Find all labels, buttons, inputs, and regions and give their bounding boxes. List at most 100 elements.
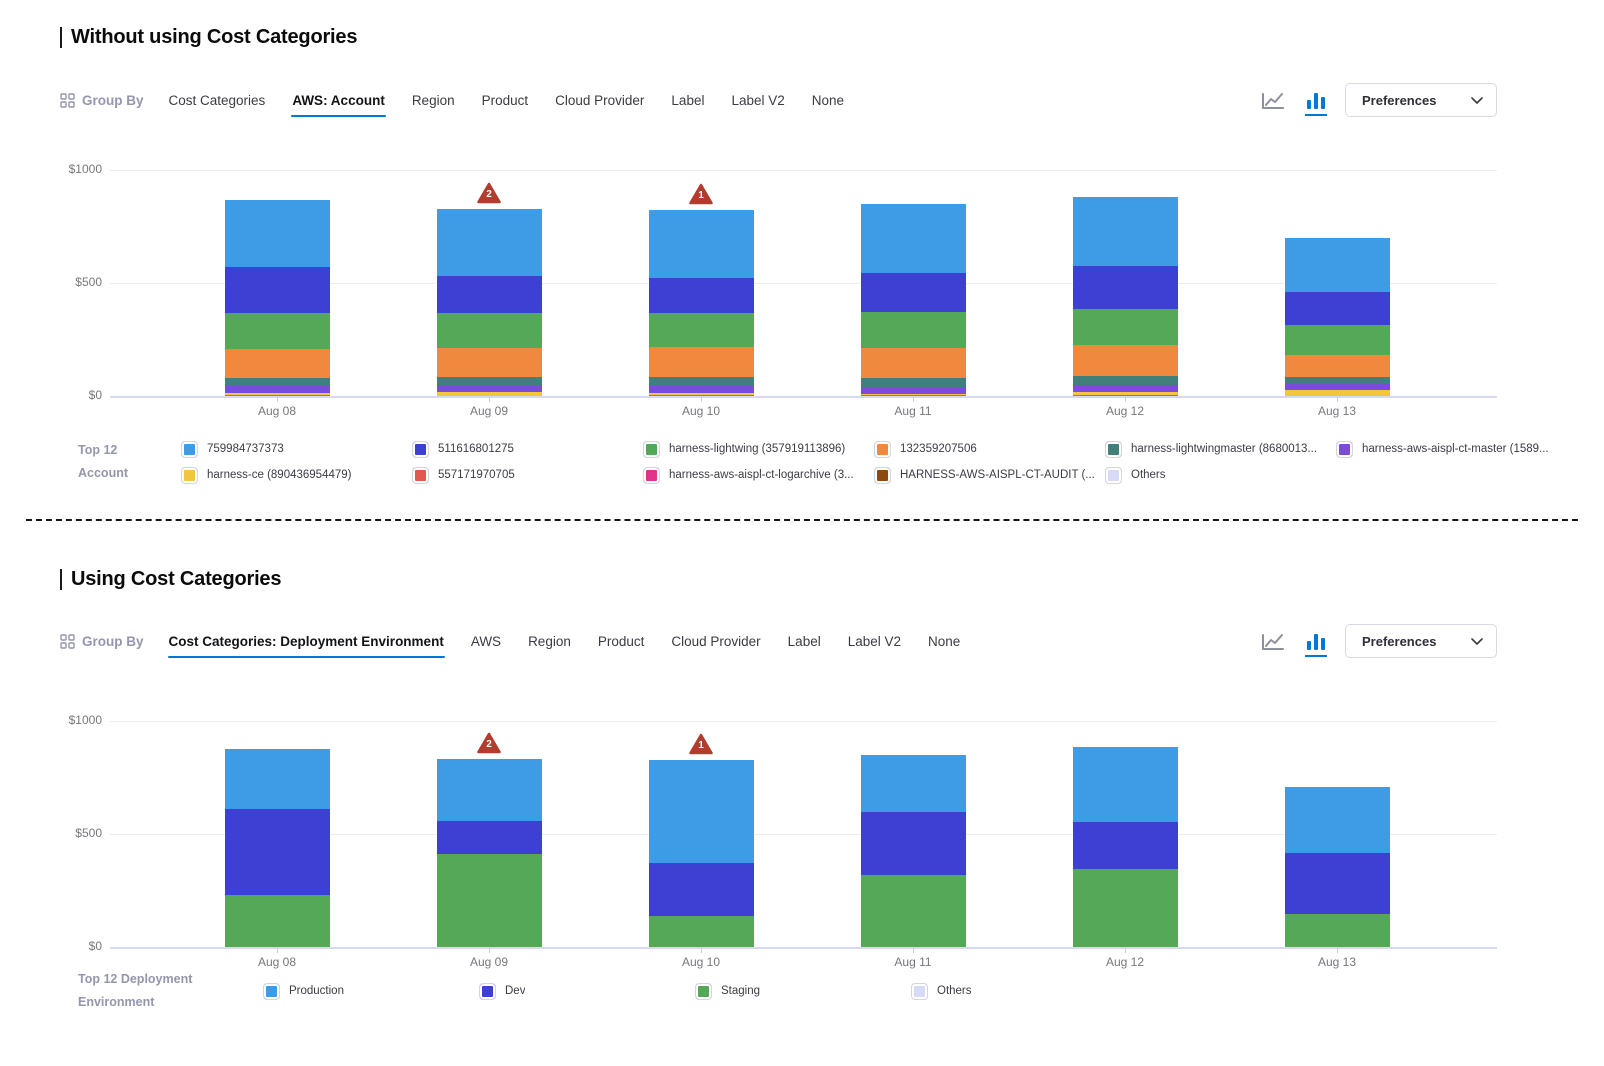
bar-segment-759984737373[interactable]: [648, 210, 754, 278]
bar-segment-staging[interactable]: [648, 916, 754, 947]
bar-segment-dev[interactable]: [1072, 822, 1178, 870]
bar-segment-staging[interactable]: [1072, 869, 1178, 947]
legend-item-staging[interactable]: Staging: [695, 982, 911, 1000]
bar-segment-132359207506[interactable]: [860, 348, 966, 379]
bar-segment-harness-lightwing-357919113896[interactable]: [860, 312, 966, 349]
bar-segment-harness-ce-890436954479[interactable]: [1072, 392, 1178, 395]
legend-item-production[interactable]: Production: [263, 982, 479, 1000]
line-chart-icon[interactable]: [1259, 91, 1287, 110]
tab-region[interactable]: Region: [411, 92, 455, 108]
legend-item-557171970705[interactable]: 557171970705: [412, 466, 643, 484]
tab-label[interactable]: Label: [787, 633, 821, 649]
bar-segment-557171970705[interactable]: [224, 394, 330, 396]
bar-segment-harness-ce-890436954479[interactable]: [648, 392, 754, 395]
bar-segment-harness-lightwing-357919113896[interactable]: [648, 312, 754, 347]
bar-segment-harness-lightwing-357919113896[interactable]: [436, 312, 542, 348]
line-chart-icon[interactable]: [1259, 632, 1287, 651]
preferences-button[interactable]: Preferences: [1345, 83, 1497, 117]
bar-segment-132359207506[interactable]: [648, 346, 754, 378]
bar-segment-511616801275[interactable]: [1284, 292, 1390, 326]
bar-segment-harness-lightwing-357919113896[interactable]: [1072, 309, 1178, 346]
tab-none[interactable]: None: [811, 92, 845, 108]
tab-aws-account[interactable]: AWS: Account: [291, 92, 386, 117]
legend-item-harness-lightwing-357919113896[interactable]: harness-lightwing (357919113896): [643, 440, 874, 458]
bar-segment-132359207506[interactable]: [436, 347, 542, 378]
tab-none[interactable]: None: [928, 633, 961, 649]
bar-segment-production[interactable]: [224, 749, 330, 810]
bar-segment-dev[interactable]: [436, 821, 542, 854]
legend-item-harness-aws-aispl-ct-master-1589[interactable]: harness-aws-aispl-ct-master (1589...: [1336, 440, 1567, 458]
tab-cost-categories[interactable]: Cost Categories: [168, 92, 266, 108]
legend-item-132359207506[interactable]: 132359207506: [874, 440, 1105, 458]
bar-segment-production[interactable]: [436, 759, 542, 822]
bar-segment-132359207506[interactable]: [224, 348, 330, 378]
legend-item-759984737373[interactable]: 759984737373: [181, 440, 412, 458]
legend-item-511616801275[interactable]: 511616801275: [412, 440, 643, 458]
anomaly-badge[interactable]: 1: [689, 183, 713, 205]
tab-label[interactable]: Label: [671, 92, 705, 108]
bar-segment-staging[interactable]: [860, 874, 966, 947]
bar-segment-759984737373[interactable]: [860, 203, 966, 274]
bar-segment-harness-aws-aispl-ct-master-1589[interactable]: [436, 386, 542, 392]
bar-segment-harness-lightwing-357919113896[interactable]: [224, 312, 330, 349]
bar-chart-icon[interactable]: [1304, 92, 1328, 116]
bar-segment-dev[interactable]: [860, 811, 966, 875]
bar-segment-759984737373[interactable]: [436, 208, 542, 277]
bar-segment-harness-ce-890436954479[interactable]: [1284, 390, 1390, 396]
bar-segment-harness-aws-aispl-ct-master-1589[interactable]: [648, 385, 754, 393]
bar-segment-harness-lightwing-357919113896[interactable]: [1284, 325, 1390, 355]
bar-segment-511616801275[interactable]: [436, 276, 542, 313]
bar-segment-harness-lightwingmaster-8680013[interactable]: [1284, 376, 1390, 384]
bar-segment-511616801275[interactable]: [224, 266, 330, 313]
bar-segment-harness-ce-890436954479[interactable]: [224, 392, 330, 395]
bar-segment-harness-aws-aispl-ct-master-1589[interactable]: [1284, 383, 1390, 391]
tab-cloud-provider[interactable]: Cloud Provider: [555, 92, 645, 108]
anomaly-badge[interactable]: 1: [689, 733, 713, 755]
tab-region[interactable]: Region: [528, 633, 571, 649]
tab-cloud-provider[interactable]: Cloud Provider: [671, 633, 761, 649]
bar-segment-production[interactable]: [1284, 787, 1390, 853]
bar-segment-harness-ce-890436954479[interactable]: [436, 391, 542, 396]
bar-segment-511616801275[interactable]: [860, 273, 966, 313]
bar-segment-harness-lightwingmaster-8680013[interactable]: [1072, 375, 1178, 385]
tab-product[interactable]: Product: [481, 92, 529, 108]
bar-segment-511616801275[interactable]: [1072, 266, 1178, 310]
legend-item-harness-ce-890436954479[interactable]: harness-ce (890436954479): [181, 466, 412, 484]
legend-item-harness-aws-aispl-ct-logarchive-3[interactable]: harness-aws-aispl-ct-logarchive (3...: [643, 466, 874, 484]
tab-product[interactable]: Product: [597, 633, 645, 649]
bar-segment-staging[interactable]: [224, 894, 330, 947]
bar-segment-harness-aws-aispl-ct-master-1589[interactable]: [1072, 384, 1178, 393]
tab-label-v2[interactable]: Label V2: [847, 633, 902, 649]
bar-segment-production[interactable]: [648, 760, 754, 864]
bar-segment-dev[interactable]: [648, 863, 754, 917]
bar-chart-icon[interactable]: [1304, 633, 1328, 657]
bar-segment-132359207506[interactable]: [1072, 345, 1178, 376]
bar-segment-dev[interactable]: [224, 809, 330, 895]
tab-aws[interactable]: AWS: [470, 633, 502, 649]
bar-segment-557171970705[interactable]: [648, 394, 754, 396]
preferences-button[interactable]: Preferences: [1345, 624, 1497, 658]
legend-item-others[interactable]: Others: [1105, 466, 1336, 484]
bar-segment-557171970705[interactable]: [1072, 394, 1178, 396]
bar-segment-759984737373[interactable]: [1284, 238, 1390, 293]
bar-segment-harness-aws-aispl-ct-master-1589[interactable]: [860, 387, 966, 394]
legend-item-harness-lightwingmaster-8680013[interactable]: harness-lightwingmaster (8680013...: [1105, 440, 1336, 458]
bar-segment-759984737373[interactable]: [224, 199, 330, 267]
bar-segment-staging[interactable]: [1284, 913, 1390, 947]
bar-segment-511616801275[interactable]: [648, 277, 754, 313]
legend-item-harness-aws-aispl-ct-audit[interactable]: HARNESS-AWS-AISPL-CT-AUDIT (...: [874, 466, 1105, 484]
bar-segment-production[interactable]: [1072, 747, 1178, 823]
anomaly-badge[interactable]: 2: [477, 732, 501, 754]
bar-segment-dev[interactable]: [1284, 852, 1390, 914]
bar-segment-557171970705[interactable]: [860, 395, 966, 396]
bar-segment-harness-aws-aispl-ct-master-1589[interactable]: [224, 386, 330, 393]
bar-segment-132359207506[interactable]: [1284, 354, 1390, 377]
legend-item-dev[interactable]: Dev: [479, 982, 695, 1000]
anomaly-badge[interactable]: 2: [477, 182, 501, 204]
bar-segment-harness-ce-890436954479[interactable]: [860, 393, 966, 396]
bar-segment-staging[interactable]: [436, 853, 542, 947]
bar-segment-harness-lightwingmaster-8680013[interactable]: [224, 377, 330, 387]
bar-segment-harness-lightwingmaster-8680013[interactable]: [648, 377, 754, 386]
tab-cost-categories-deployment-environment[interactable]: Cost Categories: Deployment Environment: [167, 633, 446, 658]
bar-segment-harness-lightwingmaster-8680013[interactable]: [860, 378, 966, 388]
